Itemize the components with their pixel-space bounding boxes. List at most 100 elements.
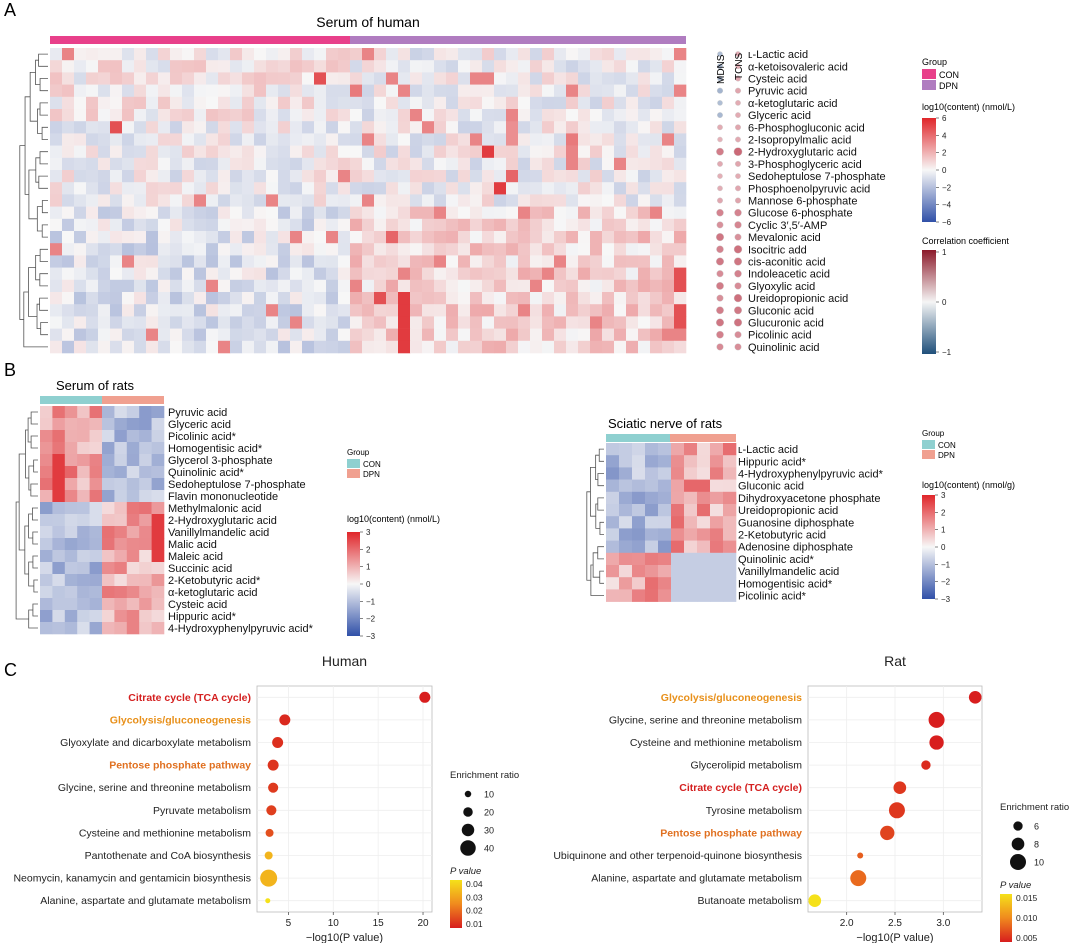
heatmap-human-cell: [494, 255, 507, 268]
heatmap-human-cell: [74, 145, 87, 159]
heatmap-human-cell: [206, 182, 219, 195]
heatmap-human-cell: [566, 218, 579, 232]
heatmap-human-cell: [122, 231, 135, 244]
heatmap-human-cell: [290, 243, 303, 256]
heatmap-human-cell: [170, 304, 183, 317]
heatmap-human-cell: [614, 170, 627, 183]
heatmap-human-cell: [542, 182, 555, 195]
heatmap-human-cell: [314, 267, 327, 281]
heatmap-rat-nerve-cell: [658, 589, 672, 602]
heatmap-rat-nerve-cell: [645, 577, 659, 590]
correlation-dot: [715, 233, 725, 242]
heatmap-human-cell: [62, 72, 75, 85]
heatmap-human-cell: [230, 182, 243, 195]
correlation-dots: [715, 51, 743, 351]
heatmap-human-cell: [470, 292, 483, 305]
heatmap-rat-nerve-cell: [710, 491, 724, 505]
heatmap-rat-serum-cell: [102, 502, 115, 515]
heatmap-human-cell: [278, 340, 291, 354]
heatmap-human-cell: [110, 340, 123, 354]
heatmap-human-cell: [110, 60, 123, 73]
heatmap-rat-nerve-cell: [619, 455, 633, 468]
heatmap-human-cell: [98, 255, 111, 268]
heatmap-human-cell: [614, 231, 627, 244]
heatmap-human-cell: [470, 84, 483, 98]
correlation-dot: [734, 221, 742, 229]
heatmap-human-cell: [386, 84, 399, 98]
heatmap-rat-serum-cell: [114, 430, 128, 443]
heatmap-human-cell: [218, 255, 231, 268]
legend-size-label: 30: [484, 826, 494, 836]
heatmap-rat-nerve-cell: [606, 504, 620, 517]
heatmap-human-cell: [350, 231, 363, 244]
heatmap-human-cell: [110, 218, 123, 232]
legend-corr-ticks: 10−1: [936, 248, 952, 357]
heatmap-human-cell: [110, 206, 123, 220]
heatmap-rat-serum-cell: [114, 466, 128, 479]
heatmap-human-cell: [590, 60, 603, 73]
heatmap-human-cell: [62, 279, 75, 293]
heatmap-rat-serum-cell: [102, 526, 115, 539]
heatmap-human-cell: [590, 279, 603, 293]
heatmap-human-cell: [470, 96, 483, 110]
heatmap-human-cell: [398, 48, 411, 61]
heatmap-human-cell: [314, 316, 327, 329]
heatmap-rat-nerve-cell: [645, 528, 659, 541]
heatmap-human-cell: [530, 60, 543, 73]
pathway-label: Pantothenate and CoA biosynthesis: [85, 850, 251, 862]
heatmap-rat-serum-cell: [40, 478, 53, 491]
heatmap-human-cell: [62, 121, 75, 134]
heatmap-human-cell: [314, 340, 327, 354]
heatmap-human-cell: [338, 157, 351, 171]
legend-rat-serum-con-label: CON: [363, 460, 381, 469]
correlation-dot: [717, 136, 723, 143]
heatmap-human-cell: [242, 340, 255, 354]
heatmap-human-cell: [206, 133, 219, 146]
heatmap-human-cell: [110, 170, 123, 183]
heatmap-human-cell: [446, 72, 459, 85]
heatmap-human-cell: [86, 170, 99, 183]
dendrogram-rat-serum-branch: [24, 525, 29, 575]
heatmap-human-cell: [74, 304, 87, 317]
heatmap-human-cell: [614, 316, 627, 329]
heatmap-human-cell: [314, 292, 327, 305]
heatmap-rat-nerve-cell: [619, 577, 633, 590]
heatmap-human-cell: [62, 84, 75, 98]
heatmap-rat-serum-cell: [139, 622, 152, 635]
heatmap-human-cell: [362, 121, 375, 134]
heatmap-human-cell: [626, 292, 639, 305]
metabolite-label: Vanillylmandelic acid: [738, 566, 839, 578]
heatmap-human-cell: [446, 243, 459, 256]
heatmap-rat-serum-cell: [89, 418, 103, 431]
heatmap-human-cell: [530, 72, 543, 85]
dendrogram-human-branch: [28, 169, 38, 220]
heatmap-human-cell: [386, 218, 399, 232]
heatmap-human-cell: [494, 218, 507, 232]
heatmap-human-cell: [350, 292, 363, 305]
heatmap-rat-serum-cell: [151, 562, 165, 575]
heatmap-human-cell: [398, 84, 411, 98]
heatmap-human-cell: [134, 121, 147, 134]
heatmap-human-cell: [242, 292, 255, 305]
heatmap-human-cell: [290, 121, 303, 134]
metabolite-label: Phosphoenolpyruvic acid: [748, 183, 870, 195]
heatmap-human-cell: [650, 206, 663, 220]
heatmap-human-cell: [542, 231, 555, 244]
heatmap-rat-nerve-cell: [645, 443, 659, 456]
heatmap-human-cell: [530, 133, 543, 146]
x-tick-label: 2.5: [888, 918, 902, 929]
heatmap-human-cell: [110, 109, 123, 122]
legend-size-dot: [461, 823, 475, 837]
heatmap-human-cell: [626, 96, 639, 110]
heatmap-human-cell: [338, 182, 351, 195]
heatmap-human-cell: [542, 279, 555, 293]
heatmap-human-cell: [194, 218, 207, 232]
heatmap-human-cell: [170, 255, 183, 268]
metabolite-label: Sedoheptulose 7-phosphate: [168, 479, 306, 491]
heatmap-human-cell: [290, 48, 303, 61]
heatmap-human-cell: [254, 304, 267, 317]
heatmap-human-cell: [602, 194, 615, 207]
heatmap-human-cell: [590, 109, 603, 122]
heatmap-human-cell: [494, 231, 507, 244]
